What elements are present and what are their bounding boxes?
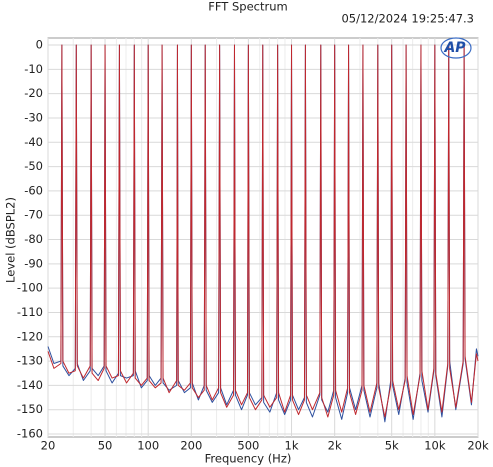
x-tick-label: 100 xyxy=(137,439,159,453)
y-tick-label: -100 xyxy=(17,281,43,295)
y-tick-label: -110 xyxy=(17,305,43,319)
logo-ring xyxy=(440,37,472,59)
y-tick-label: -70 xyxy=(24,208,43,222)
logo-text: AP xyxy=(443,40,466,56)
y-tick-label: -160 xyxy=(17,427,43,441)
y-tick-label: -20 xyxy=(24,86,43,100)
chart-title: FFT Spectrum xyxy=(208,0,287,14)
x-tick-label: 2k xyxy=(328,439,342,453)
y-tick-label: 0 xyxy=(36,38,43,52)
x-tick-label: 1k xyxy=(285,439,299,453)
y-tick-label: -120 xyxy=(17,329,43,343)
y-tick-label: -140 xyxy=(17,378,43,392)
x-axis-label: Frequency (Hz) xyxy=(205,452,292,466)
x-tick-label: 10k xyxy=(424,439,446,453)
x-tick-label: 5k xyxy=(385,439,399,453)
series-line xyxy=(47,44,479,418)
y-tick-label: -30 xyxy=(24,110,43,124)
y-tick-label: -80 xyxy=(24,232,43,246)
y-tick-label: -130 xyxy=(17,354,43,368)
y-tick-label: -150 xyxy=(17,402,43,416)
x-tick-label: 20k xyxy=(467,439,489,453)
timestamp: 05/12/2024 19:25:47.3 xyxy=(341,12,474,26)
y-axis-label: Level (dBSPL2) xyxy=(4,197,18,283)
y-tick-label: -50 xyxy=(24,159,43,173)
x-tick-label: 500 xyxy=(237,439,259,453)
x-tick-label: 200 xyxy=(180,439,202,453)
y-tick-label: -40 xyxy=(24,135,43,149)
y-tick-label: -90 xyxy=(24,256,43,270)
x-tick-label: 20 xyxy=(41,439,56,453)
logo: AP xyxy=(440,37,472,59)
x-tick-label: 50 xyxy=(98,439,113,453)
y-tick-label: -60 xyxy=(24,183,43,197)
y-tick-label: -10 xyxy=(24,62,43,76)
